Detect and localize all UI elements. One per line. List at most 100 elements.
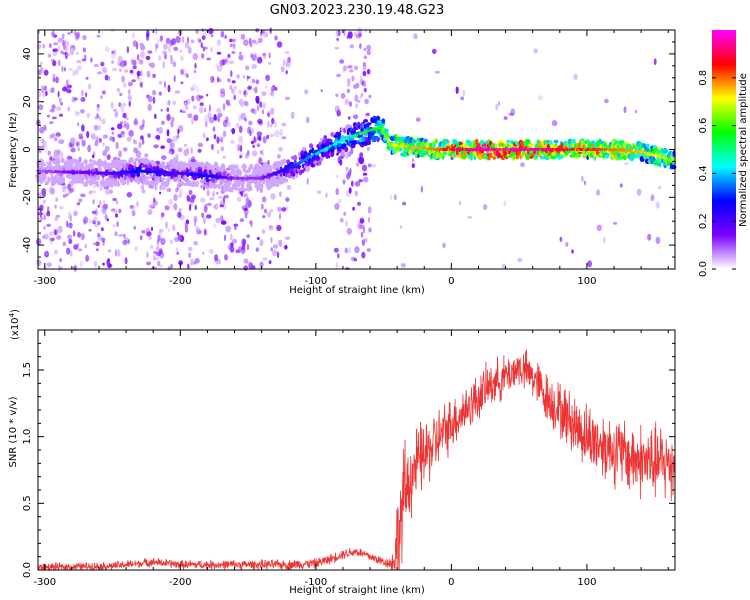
noise-speckle (194, 258, 200, 264)
noise-speckle (78, 156, 82, 163)
noise-speckle (413, 33, 418, 40)
noise-speckle (275, 87, 278, 91)
colorbar-tick-label: 0.0 (698, 261, 709, 277)
noise-speckle (442, 242, 446, 248)
noise-speckle (246, 76, 251, 79)
noise-speckle (99, 200, 102, 206)
noise-speckle (347, 65, 353, 69)
noise-speckle (51, 155, 56, 161)
noise-speckle (169, 239, 173, 245)
noise-speckle (220, 220, 227, 225)
noise-speckle (73, 97, 78, 101)
noise-speckle (231, 38, 236, 43)
noise-speckle (188, 204, 192, 211)
noise-speckle (193, 114, 199, 121)
y-tick-label: -40 (22, 237, 33, 253)
ridge-cell (401, 151, 408, 158)
noise-speckle (304, 89, 309, 95)
x-tick-label: 0 (448, 276, 454, 287)
ridge-cell (232, 169, 236, 173)
noise-speckle (259, 150, 263, 155)
noise-speckle (335, 174, 339, 179)
noise-speckle (241, 238, 247, 246)
noise-speckle (101, 237, 106, 243)
snr-y-multiplier-base: (x10 (10, 317, 21, 340)
noise-speckle (249, 53, 254, 58)
ridge-cell (351, 144, 356, 149)
noise-speckle (225, 58, 228, 63)
noise-speckle (345, 220, 348, 228)
ridge-cell (305, 166, 311, 172)
noise-speckle (231, 127, 236, 135)
noise-speckle (366, 68, 371, 75)
noise-speckle (361, 251, 366, 259)
noise-speckle (146, 231, 152, 237)
noise-speckle (97, 232, 100, 237)
noise-speckle (132, 32, 135, 39)
ridge-cell (272, 183, 276, 187)
ridge-cell (467, 140, 473, 146)
noise-speckle (82, 47, 87, 53)
noise-speckle (220, 215, 224, 222)
noise-speckle (85, 254, 90, 262)
noise-speckle (262, 257, 268, 261)
noise-speckle (596, 189, 601, 196)
noise-speckle (173, 46, 179, 51)
noise-speckle (116, 249, 121, 257)
noise-speckle (176, 252, 179, 255)
noise-speckle (93, 142, 98, 147)
noise-speckle (176, 134, 180, 139)
noise-speckle (201, 54, 205, 59)
noise-speckle (559, 236, 563, 242)
noise-speckle (203, 216, 206, 225)
x-tick-label: -200 (169, 577, 192, 588)
noise-speckle (244, 117, 247, 122)
noise-speckle (270, 107, 275, 116)
noise-speckle (153, 254, 156, 261)
noise-speckle (220, 30, 225, 38)
noise-speckle (362, 81, 367, 88)
noise-speckle (59, 113, 63, 117)
ridge-cell (269, 167, 273, 174)
noise-speckle (191, 156, 195, 162)
noise-speckle (335, 29, 341, 37)
noise-speckle (238, 89, 242, 95)
noise-speckle (434, 70, 440, 74)
noise-speckle (335, 188, 339, 196)
noise-speckle (106, 154, 111, 160)
noise-speckle (192, 53, 198, 60)
noise-speckle (268, 52, 271, 59)
noise-speckle (199, 102, 204, 106)
noise-speckle (359, 218, 365, 224)
noise-speckle (101, 208, 107, 215)
noise-speckle (242, 75, 246, 79)
ridge-cell (576, 153, 582, 158)
noise-speckle (72, 230, 76, 237)
noise-speckle (367, 217, 371, 221)
noise-speckle (132, 40, 138, 47)
noise-speckle (158, 248, 163, 254)
noise-speckle (262, 215, 266, 219)
noise-speckle (154, 43, 159, 49)
ridge-cell (137, 180, 140, 185)
noise-speckle (190, 147, 194, 155)
noise-speckle (350, 256, 355, 261)
noise-speckle (172, 100, 176, 106)
ridge-cell (197, 168, 203, 175)
ridge-cell (363, 119, 369, 123)
noise-speckle (43, 145, 48, 153)
noise-speckle (347, 83, 351, 87)
noise-speckle (393, 194, 397, 201)
noise-speckle (320, 89, 323, 93)
noise-speckle (349, 44, 354, 49)
ridge-cell (144, 176, 150, 180)
noise-speckle (520, 162, 525, 168)
ridge-cell (377, 120, 383, 124)
noise-speckle (345, 151, 349, 159)
noise-speckle (354, 181, 361, 187)
noise-speckle (133, 147, 139, 154)
noise-speckle (98, 124, 101, 131)
noise-speckle (53, 48, 59, 52)
noise-speckle (149, 204, 154, 208)
noise-speckle (306, 116, 310, 124)
